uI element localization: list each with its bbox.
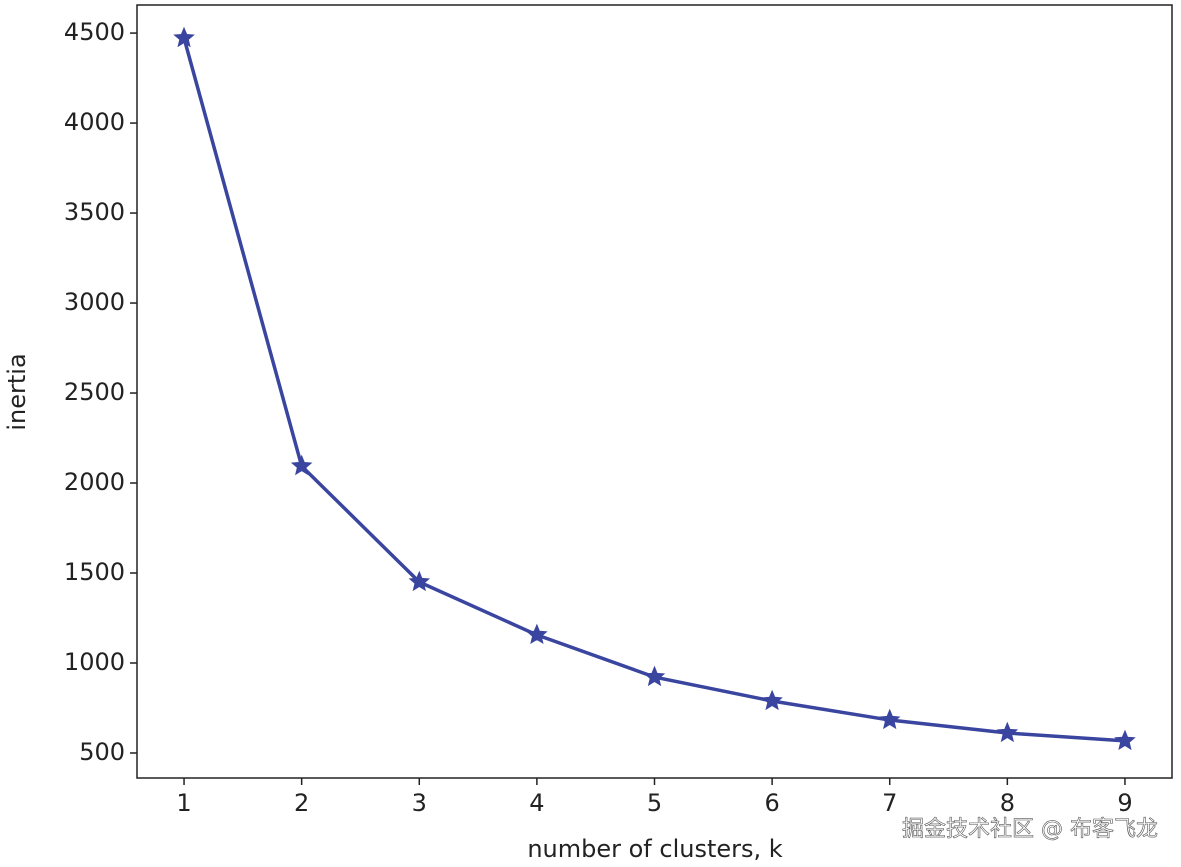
x-tick-label: 3	[412, 789, 427, 817]
y-axis-label: inertia	[3, 353, 31, 430]
marker	[643, 665, 666, 687]
x-axis-label: number of clusters, k	[527, 835, 782, 863]
y-tick-label: 2500	[64, 378, 125, 406]
y-tick-label: 2000	[64, 468, 125, 496]
x-tick-label: 8	[1000, 789, 1015, 817]
x-tick-label: 6	[764, 789, 779, 817]
y-tick-label: 1500	[64, 558, 125, 586]
watermark: 掘金技术社区 @ 布客飞龙	[902, 817, 1158, 842]
marker	[290, 454, 313, 476]
y-tick-label: 4000	[64, 108, 125, 136]
x-tick-label: 4	[529, 789, 544, 817]
plot-frame	[136, 4, 1173, 779]
marker	[408, 570, 431, 592]
marker	[996, 721, 1019, 743]
marker	[173, 26, 195, 48]
y-tick-label: 1000	[64, 648, 125, 676]
marker	[878, 708, 901, 730]
series-line	[182, 37, 1126, 743]
y-tick-label: 4500	[64, 18, 125, 46]
y-tick-label: 3000	[64, 288, 125, 316]
marker	[526, 623, 548, 645]
marker	[761, 689, 783, 711]
x-tick-label: 1	[176, 789, 191, 817]
y-tick-label: 500	[79, 738, 125, 766]
x-tick-label: 2	[294, 789, 309, 817]
x-tick-label: 9	[1117, 789, 1132, 817]
marker	[1114, 729, 1136, 751]
y-tick-label: 3500	[64, 198, 125, 226]
x-tick-label: 7	[882, 789, 897, 817]
x-tick-label: 5	[647, 789, 662, 817]
